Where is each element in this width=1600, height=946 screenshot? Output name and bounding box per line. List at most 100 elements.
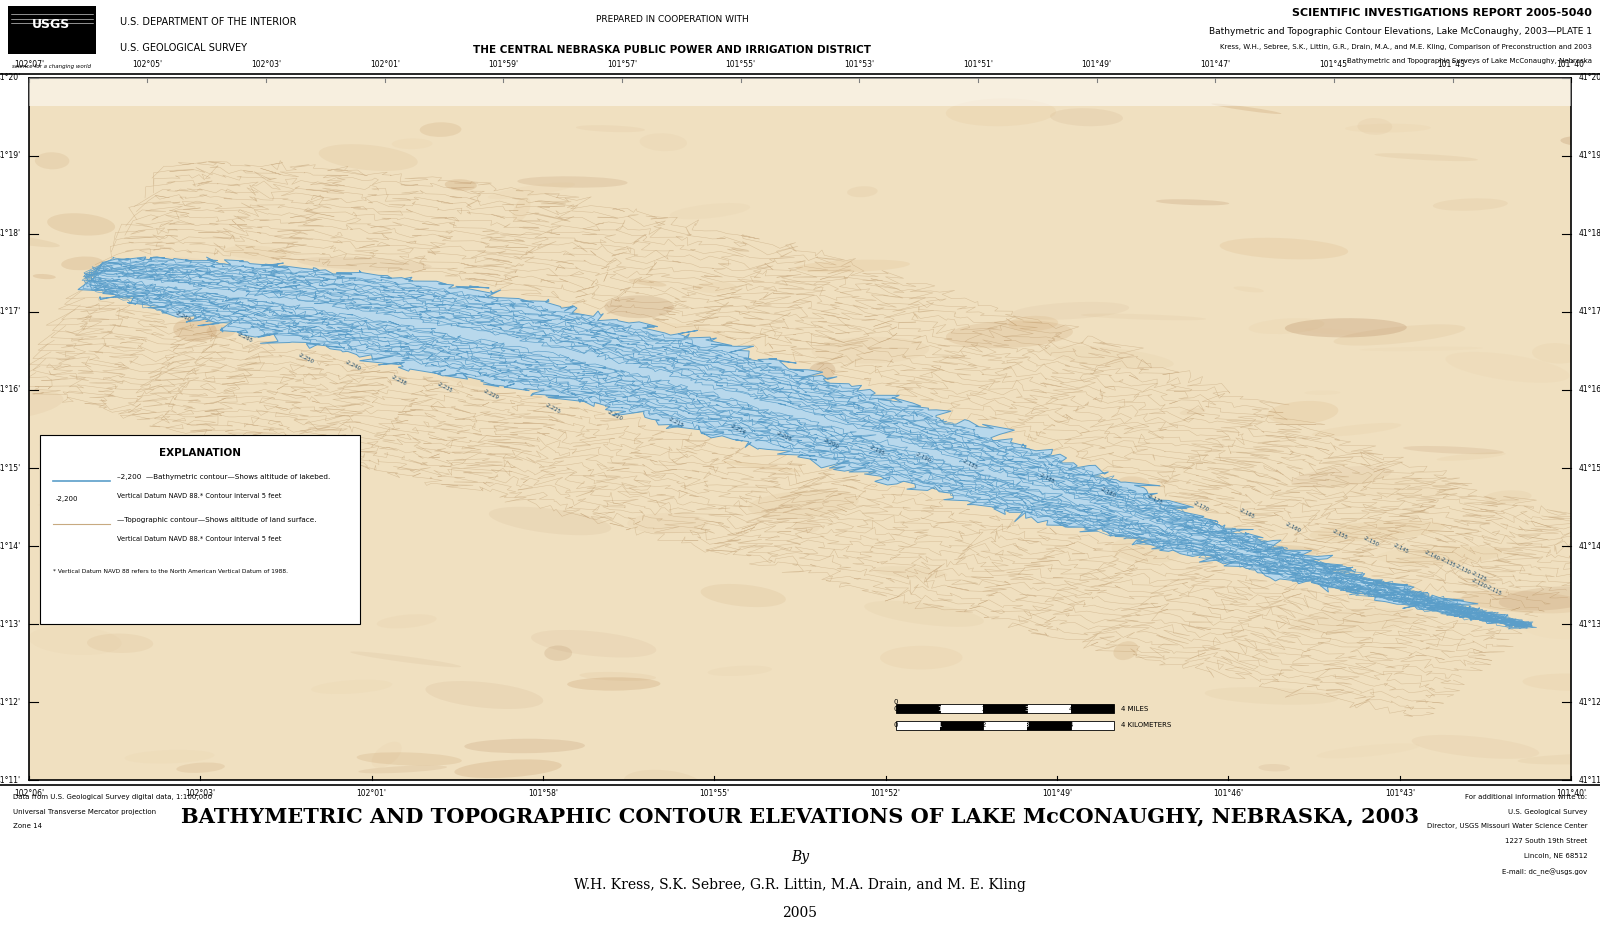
Ellipse shape [1211,103,1282,114]
Text: 3: 3 [1024,723,1029,728]
Text: 41°18': 41°18' [0,229,21,238]
Text: 4: 4 [1069,706,1072,711]
Ellipse shape [176,762,226,773]
Text: 101°49': 101°49' [1082,61,1112,69]
Ellipse shape [640,133,686,151]
Bar [8,7,96,54]
Ellipse shape [1595,385,1600,397]
Text: 2005: 2005 [782,906,818,920]
Ellipse shape [811,337,930,363]
Text: 41°13': 41°13' [1579,620,1600,629]
Ellipse shape [1397,546,1512,567]
Ellipse shape [576,125,645,132]
Bar [984,704,1027,713]
Text: By: By [790,850,810,864]
Text: 102°01': 102°01' [357,789,387,797]
Text: 41°19': 41°19' [1579,151,1600,160]
Ellipse shape [1523,674,1600,691]
Bar [1027,704,1070,713]
Text: 41°20': 41°20' [1579,73,1600,82]
Text: 0: 0 [894,706,898,711]
Text: 1: 1 [938,723,942,728]
Text: science for a changing world: science for a changing world [11,64,91,69]
Ellipse shape [747,490,859,518]
Text: 41°17': 41°17' [1579,307,1600,316]
Ellipse shape [1560,136,1600,146]
Text: 0: 0 [894,723,898,728]
Ellipse shape [46,213,115,236]
Bar [1027,721,1070,730]
Ellipse shape [86,634,154,653]
Ellipse shape [1285,318,1406,338]
Text: Kress, W.H., Sebree, S.K., Littin, G.R., Drain, M.A., and M.E. Kling, Comparison: Kress, W.H., Sebree, S.K., Littin, G.R.,… [1221,44,1592,50]
Ellipse shape [208,539,270,564]
Text: BATHYMETRIC AND TOPOGRAPHIC CONTOUR ELEVATIONS OF LAKE McCONAUGHY, NEBRASKA, 200: BATHYMETRIC AND TOPOGRAPHIC CONTOUR ELEV… [181,807,1419,827]
Text: -2,205: -2,205 [776,429,794,442]
Bar [896,704,939,713]
Text: SCIENTIFIC INVESTIGATIONS REPORT 2005-5040: SCIENTIFIC INVESTIGATIONS REPORT 2005-50… [1293,8,1592,18]
Ellipse shape [1267,401,1338,425]
Ellipse shape [1434,199,1507,211]
Text: -2,225: -2,225 [544,402,562,414]
Ellipse shape [880,646,963,670]
Ellipse shape [358,765,446,774]
Ellipse shape [437,359,536,388]
Ellipse shape [1082,313,1206,321]
Ellipse shape [1485,490,1531,503]
Ellipse shape [970,479,1050,492]
Ellipse shape [1317,744,1419,759]
Text: 102°01': 102°01' [370,61,400,69]
Ellipse shape [605,295,674,318]
Text: 101°51': 101°51' [963,61,994,69]
Text: Universal Transverse Mercator projection: Universal Transverse Mercator projection [13,809,155,815]
Ellipse shape [1234,287,1264,292]
Text: -2,125: -2,125 [1470,570,1488,583]
Ellipse shape [418,345,488,351]
Ellipse shape [694,282,736,293]
Text: -2,170: -2,170 [1192,500,1210,513]
Text: 101°49': 101°49' [1042,789,1072,797]
Text: -2,150: -2,150 [1362,535,1379,548]
Text: 4: 4 [1069,723,1072,728]
Ellipse shape [250,308,328,329]
Text: 102°05': 102°05' [133,61,163,69]
Ellipse shape [701,584,786,607]
Text: E-mail: dc_ne@usgs.gov: E-mail: dc_ne@usgs.gov [1502,868,1587,876]
Text: 2: 2 [981,723,986,728]
Text: 101°57': 101°57' [606,61,637,69]
Ellipse shape [1374,153,1478,161]
Ellipse shape [488,183,574,199]
Text: 41°19': 41°19' [0,151,21,160]
Ellipse shape [206,324,235,338]
Ellipse shape [310,679,392,694]
Ellipse shape [0,390,64,421]
Text: 41°15': 41°15' [0,464,21,473]
Text: 2: 2 [981,706,986,711]
Text: USGS: USGS [32,18,70,31]
Ellipse shape [392,138,432,149]
Ellipse shape [512,197,531,221]
Text: 101°52': 101°52' [870,789,901,797]
Ellipse shape [29,626,122,655]
Ellipse shape [371,742,402,768]
Text: 41°18': 41°18' [1579,229,1600,238]
Ellipse shape [357,752,462,765]
Ellipse shape [1237,545,1320,556]
Text: 102°03': 102°03' [251,61,282,69]
Ellipse shape [1259,764,1290,771]
Text: Bathymetric and Topographic Surveys of Lake McConaughy, Nebraska: Bathymetric and Topographic Surveys of L… [1347,59,1592,64]
Text: -2,214: -2,214 [730,423,747,435]
Text: 41°12': 41°12' [0,698,21,707]
Ellipse shape [1219,237,1349,259]
Ellipse shape [794,519,821,533]
Ellipse shape [0,419,6,429]
Text: * Vertical Datum NAVD 88 refers to the North American Vertical Datum of 1988.: * Vertical Datum NAVD 88 refers to the N… [53,569,288,574]
Text: 41°12': 41°12' [1579,698,1600,707]
Text: W.H. Kress, S.K. Sebree, G.R. Littin, M.A. Drain, and M. E. Kling: W.H. Kress, S.K. Sebree, G.R. Littin, M.… [574,878,1026,892]
Text: 102°03': 102°03' [186,789,216,797]
Ellipse shape [1312,423,1402,437]
Text: -2,229: -2,229 [483,388,501,400]
Text: -3,200: -3,200 [822,437,840,449]
Ellipse shape [627,513,709,534]
Ellipse shape [808,361,835,381]
